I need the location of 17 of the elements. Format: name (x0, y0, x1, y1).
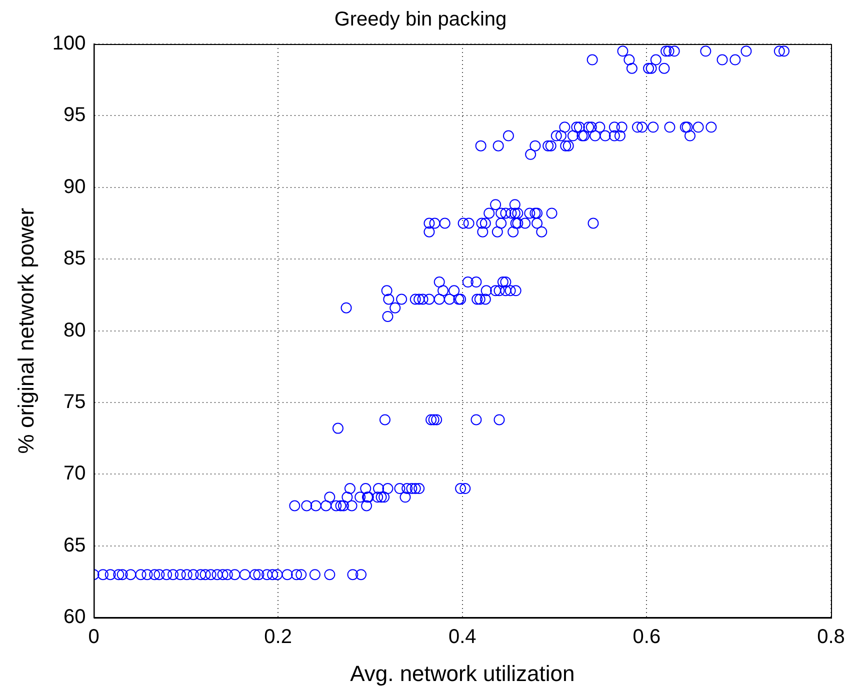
x-tick-label: 0.6 (632, 626, 661, 648)
y-tick-label: 75 (64, 391, 86, 414)
x-tick-label: 0.2 (264, 626, 292, 648)
y-tick-label: 70 (64, 462, 86, 485)
x-axis-title: Avg. network utilization (350, 660, 575, 686)
y-tick-label: 80 (64, 319, 86, 342)
chart-title: Greedy bin packing (334, 8, 507, 31)
y-tick-label: 90 (64, 176, 86, 198)
y-tick-label: 65 (64, 534, 86, 556)
y-tick-label: 95 (64, 104, 86, 126)
y-tick-label: 100 (52, 32, 86, 55)
x-tick-label: 0.8 (817, 626, 845, 648)
y-tick-label: 60 (64, 606, 86, 628)
y-tick-label: 85 (64, 248, 86, 270)
x-tick-label: 0 (88, 626, 100, 648)
x-tick-label: 0.4 (448, 626, 476, 648)
y-axis-title: % original network power (13, 208, 38, 454)
